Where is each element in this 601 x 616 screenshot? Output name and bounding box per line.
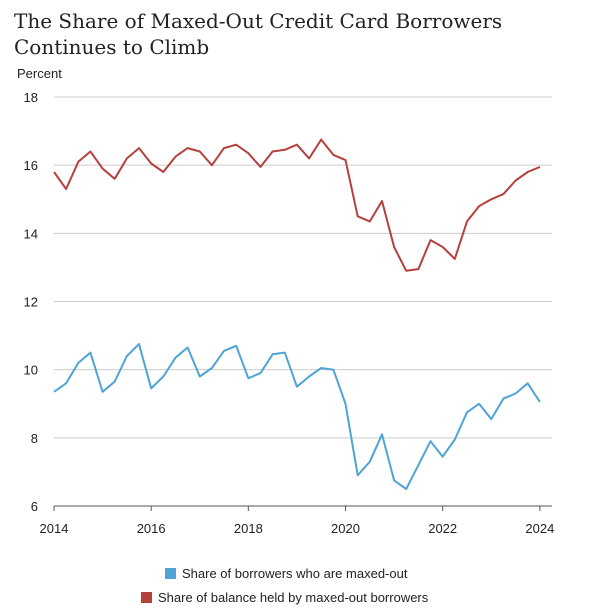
legend-swatch-red — [141, 592, 152, 603]
y-tick-10: 10 — [24, 363, 38, 378]
gridlines — [53, 96, 552, 511]
x-tick-2024: 2024 — [525, 521, 554, 536]
legend-label-borrowers: Share of borrowers who are maxed-out — [182, 566, 408, 581]
legend-swatch-blue — [165, 568, 176, 579]
legend-item-balance: Share of balance held by maxed-out borro… — [141, 590, 428, 605]
legend-label-balance: Share of balance held by maxed-out borro… — [158, 590, 429, 605]
y-tick-8: 8 — [31, 431, 38, 446]
x-tick-2018: 2018 — [234, 521, 263, 536]
legend-item-borrowers: Share of borrowers who are maxed-out — [165, 566, 407, 581]
x-tick-2016: 2016 — [137, 521, 166, 536]
y-tick-6: 6 — [31, 499, 38, 514]
x-tick-2022: 2022 — [428, 521, 457, 536]
x-tick-2014: 2014 — [40, 521, 69, 536]
x-tick-labels: 2014 2016 2018 2020 2022 2024 — [40, 521, 555, 536]
series-lines — [53, 138, 541, 490]
y-tick-12: 12 — [24, 295, 38, 310]
series-line-0 — [53, 343, 541, 490]
y-tick-labels: 6 8 10 12 14 16 18 — [24, 90, 38, 514]
series-line-1 — [53, 138, 541, 272]
y-axis-label: Percent — [17, 66, 62, 81]
y-tick-16: 16 — [24, 158, 38, 173]
y-tick-14: 14 — [24, 226, 38, 241]
x-tick-2020: 2020 — [331, 521, 360, 536]
y-tick-18: 18 — [24, 90, 38, 105]
chart-title: The Share of Maxed-Out Credit Card Borro… — [14, 9, 503, 59]
